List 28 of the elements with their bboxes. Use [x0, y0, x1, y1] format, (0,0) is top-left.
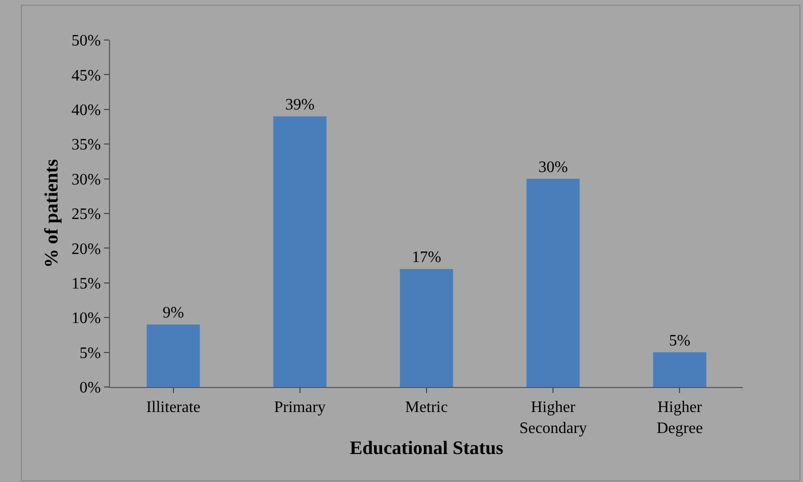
- x-tick-label: Higher Secondary: [519, 399, 587, 437]
- y-tick-label: 25%: [71, 206, 101, 224]
- bar: [653, 352, 706, 387]
- x-tick-label: Illiterate: [146, 399, 200, 416]
- data-label: 5%: [669, 332, 690, 350]
- y-tick-label: 30%: [71, 171, 101, 188]
- y-tick-label: 50%: [71, 32, 101, 50]
- data-label: 30%: [538, 158, 568, 176]
- bar: [526, 178, 580, 387]
- y-tick-label: 5%: [79, 344, 101, 362]
- y-tick-label: 10%: [71, 310, 101, 328]
- y-tick-label: 20%: [71, 240, 101, 258]
- bar: [273, 116, 326, 387]
- y-tick-label: 15%: [71, 276, 101, 292]
- x-tick-label: Metric: [405, 399, 448, 416]
- y-tick-label: 0%: [79, 380, 101, 397]
- y-tick-label: 45%: [71, 67, 101, 84]
- y-tick-label: 35%: [71, 136, 101, 154]
- x-axis-title: Educational Status: [350, 438, 504, 459]
- y-tick-label: 40%: [71, 102, 101, 119]
- x-tick-label: Primary: [274, 399, 326, 416]
- data-label: 9%: [162, 304, 184, 322]
- x-tick-label: Higher Degree: [656, 399, 703, 437]
- bar: [146, 324, 200, 387]
- data-label: 39%: [285, 96, 315, 114]
- data-label: 17%: [412, 249, 442, 266]
- bar: [400, 269, 454, 387]
- y-axis-title: % of patients: [41, 159, 62, 268]
